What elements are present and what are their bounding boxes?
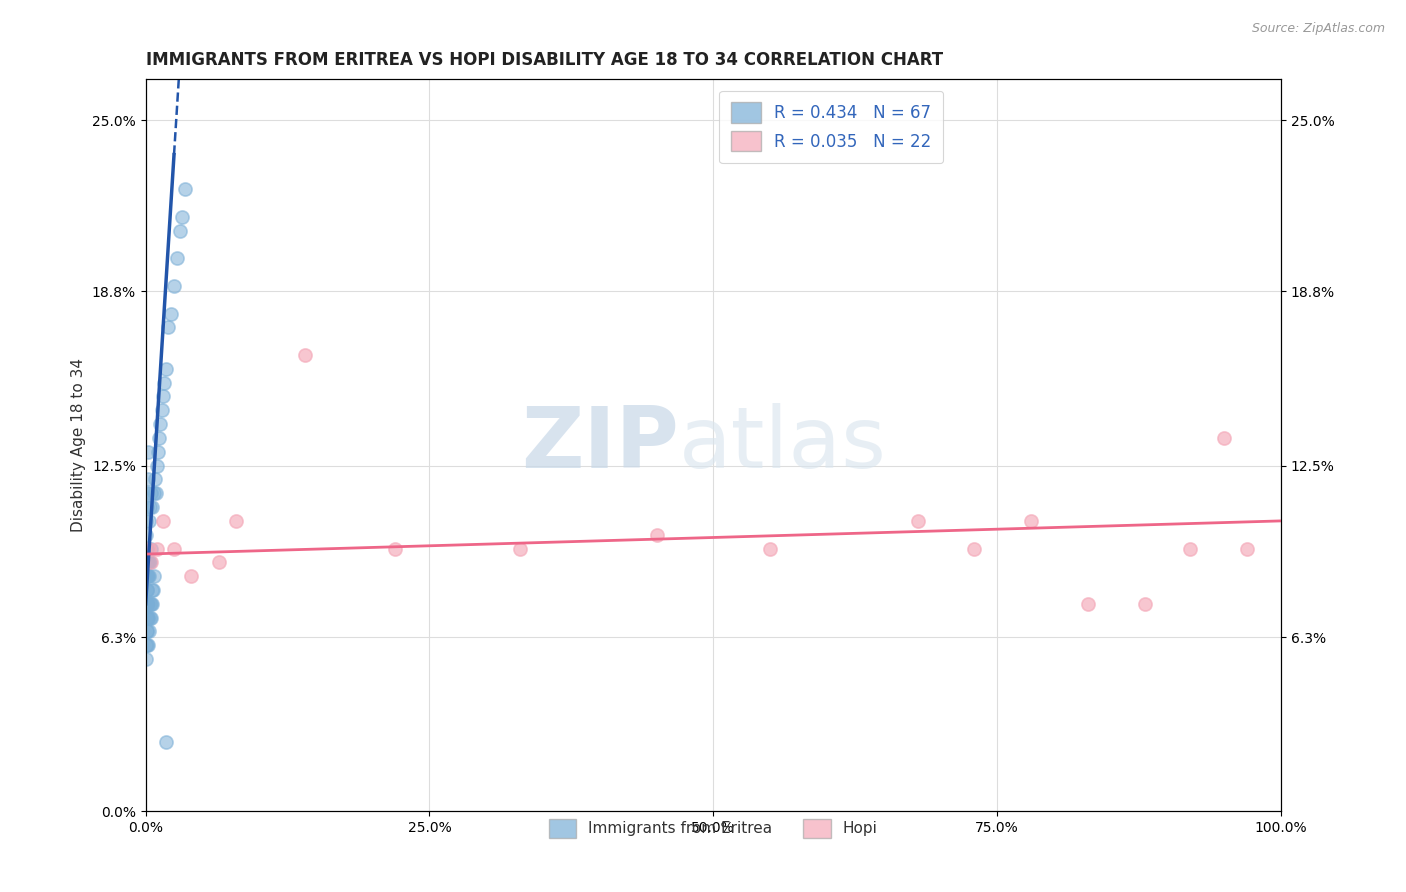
Point	[138, 569, 160, 583]
Point	[759, 541, 782, 556]
Point	[135, 555, 157, 569]
Point	[143, 472, 166, 486]
Point	[141, 541, 163, 556]
Point	[225, 514, 247, 528]
Point	[136, 486, 159, 500]
Point	[135, 610, 157, 624]
Point	[153, 376, 176, 390]
Point	[141, 486, 163, 500]
Point	[135, 541, 157, 556]
Point	[135, 638, 157, 652]
Text: atlas: atlas	[679, 403, 887, 486]
Point	[142, 486, 165, 500]
Point	[136, 569, 159, 583]
Point	[1077, 597, 1099, 611]
Point	[163, 279, 186, 293]
Point	[1213, 431, 1236, 445]
Y-axis label: Disability Age 18 to 34: Disability Age 18 to 34	[72, 358, 86, 532]
Point	[1236, 541, 1258, 556]
Point	[135, 569, 157, 583]
Point	[509, 541, 531, 556]
Point	[294, 348, 316, 362]
Point	[138, 541, 160, 556]
Point	[141, 597, 163, 611]
Point	[142, 569, 165, 583]
Point	[135, 624, 157, 639]
Point	[155, 735, 177, 749]
Point	[146, 541, 169, 556]
Point	[136, 569, 159, 583]
Point	[135, 500, 157, 514]
Point	[1019, 514, 1042, 528]
Point	[146, 458, 169, 473]
Point	[138, 610, 160, 624]
Point	[136, 597, 159, 611]
Point	[135, 555, 157, 569]
Point	[166, 252, 188, 266]
Text: Source: ZipAtlas.com: Source: ZipAtlas.com	[1251, 22, 1385, 36]
Point	[645, 527, 668, 541]
Point	[146, 444, 169, 458]
Point	[155, 362, 177, 376]
Point	[150, 403, 173, 417]
Point	[138, 624, 160, 639]
Point	[135, 597, 157, 611]
Point	[152, 514, 174, 528]
Point	[139, 597, 162, 611]
Point	[1178, 541, 1201, 556]
Point	[170, 210, 193, 224]
Point	[135, 569, 157, 583]
Point	[145, 486, 167, 500]
Point	[208, 555, 231, 569]
Point	[138, 610, 160, 624]
Point	[141, 597, 163, 611]
Legend: Immigrants from Eritrea, Hopi: Immigrants from Eritrea, Hopi	[543, 813, 884, 844]
Point	[136, 610, 159, 624]
Point	[163, 541, 186, 556]
Point	[136, 638, 159, 652]
Point	[149, 417, 172, 431]
Point	[152, 390, 174, 404]
Point	[139, 555, 162, 569]
Point	[180, 569, 202, 583]
Point	[141, 582, 163, 597]
Point	[157, 320, 180, 334]
Point	[135, 514, 157, 528]
Point	[148, 431, 170, 445]
Point	[136, 541, 159, 556]
Point	[136, 555, 159, 569]
Point	[142, 582, 165, 597]
Text: ZIP: ZIP	[522, 403, 679, 486]
Point	[141, 555, 163, 569]
Point	[963, 541, 986, 556]
Point	[136, 582, 159, 597]
Point	[139, 610, 162, 624]
Point	[135, 652, 157, 666]
Point	[135, 582, 157, 597]
Point	[136, 472, 159, 486]
Point	[135, 638, 157, 652]
Point	[139, 500, 162, 514]
Point	[136, 624, 159, 639]
Text: IMMIGRANTS FROM ERITREA VS HOPI DISABILITY AGE 18 TO 34 CORRELATION CHART: IMMIGRANTS FROM ERITREA VS HOPI DISABILI…	[146, 51, 943, 69]
Point	[1133, 597, 1156, 611]
Point	[136, 597, 159, 611]
Point	[169, 224, 191, 238]
Point	[159, 307, 181, 321]
Point	[138, 444, 160, 458]
Point	[138, 514, 160, 528]
Point	[384, 541, 406, 556]
Point	[135, 541, 157, 556]
Point	[174, 182, 197, 196]
Point	[135, 597, 157, 611]
Point	[135, 527, 157, 541]
Point	[138, 555, 160, 569]
Point	[141, 500, 163, 514]
Point	[907, 514, 929, 528]
